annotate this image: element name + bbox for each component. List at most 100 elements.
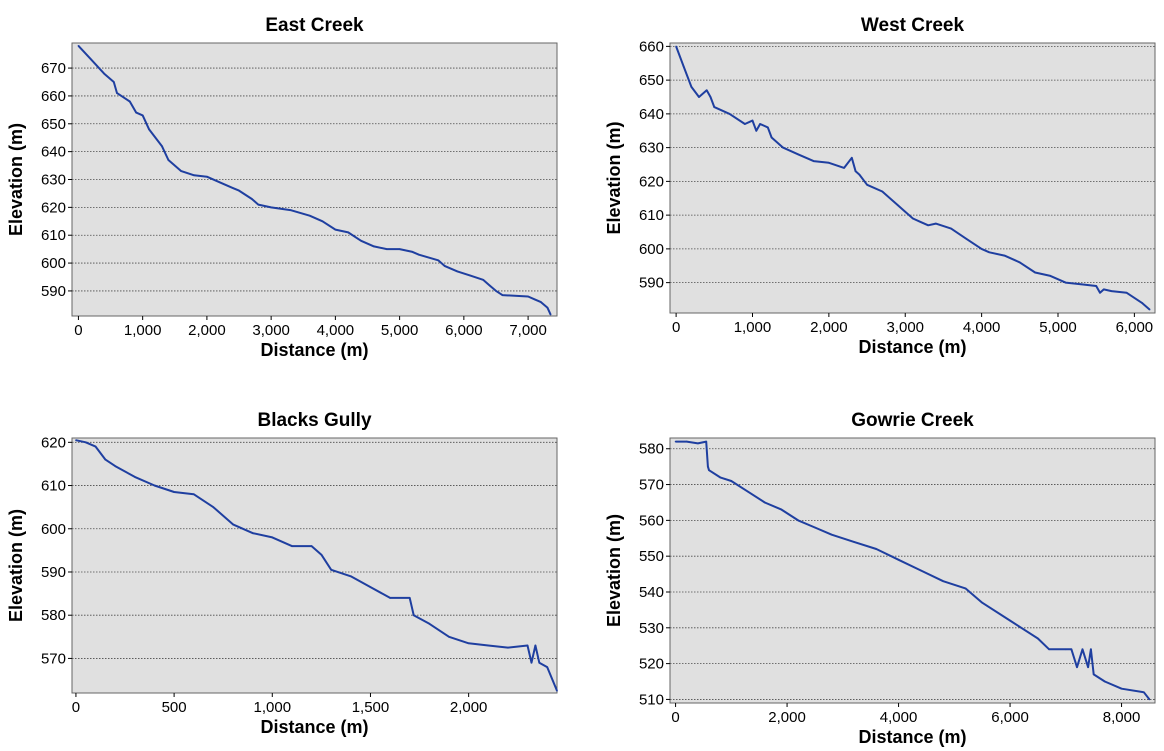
data-point (875, 548, 878, 550)
data-point (1110, 290, 1113, 292)
data-point (173, 491, 175, 493)
x-tick-label: 7,000 (509, 322, 547, 339)
y-tick-label: 520 (639, 656, 664, 673)
x-tick-label: 2,000 (810, 319, 848, 336)
data-point (526, 644, 529, 647)
data-point (850, 156, 853, 159)
data-point (1019, 261, 1021, 264)
data-point (980, 248, 983, 250)
data-point (153, 484, 156, 487)
y-axis-label: Elevation (m) (604, 514, 624, 627)
data-point (546, 306, 549, 309)
data-point (291, 545, 293, 547)
data-point (148, 128, 150, 131)
plot-area (71, 437, 558, 694)
x-tick-label: 6,000 (1116, 319, 1154, 336)
data-point (482, 278, 484, 281)
data-point (1009, 619, 1011, 622)
data-point (456, 270, 459, 273)
elevation-profile-line (77, 45, 552, 316)
data-point (1148, 698, 1151, 701)
data-point (289, 209, 292, 211)
data-point (257, 203, 260, 206)
y-axis-label: Elevation (m) (6, 509, 26, 622)
data-point (1090, 648, 1092, 651)
data-point (1049, 275, 1052, 277)
y-tick-label: 530 (639, 620, 664, 637)
data-point (389, 597, 391, 599)
data-point (487, 644, 490, 647)
data-point (103, 72, 105, 75)
data-point (321, 220, 324, 223)
data-point (206, 175, 208, 178)
data-point (1141, 302, 1143, 304)
x-tick-label: 3,000 (886, 319, 924, 336)
data-point (780, 508, 783, 511)
x-tick-label: 4,000 (317, 322, 355, 339)
data-point (828, 162, 830, 164)
y-tick-label: 650 (639, 72, 664, 89)
data-point (797, 519, 800, 522)
y-tick-label: 670 (41, 60, 66, 77)
y-tick-label: 590 (639, 275, 664, 292)
data-point (763, 501, 766, 504)
data-point (1104, 680, 1106, 683)
data-point (437, 259, 439, 262)
chart-panel-2: West Creek 590 600 610 620 630 640 650 660 0 1,000… (604, 15, 1156, 357)
x-tick-label: 4,000 (880, 709, 918, 726)
data-point (1103, 288, 1105, 291)
data-point (1065, 648, 1067, 651)
data-point (707, 465, 709, 468)
data-point (398, 248, 401, 250)
data-point (251, 532, 254, 534)
data-point (964, 587, 967, 590)
data-point (129, 100, 131, 103)
data-point (501, 294, 504, 296)
y-tick-label: 590 (41, 564, 66, 581)
data-point (141, 114, 144, 117)
plot-area (669, 42, 1156, 314)
data-point (469, 274, 472, 277)
data-point (330, 569, 332, 571)
data-point (94, 445, 97, 448)
data-point (920, 569, 922, 572)
y-tick-label: 510 (639, 691, 664, 708)
x-tick-label: 0 (74, 322, 82, 339)
y-tick-label: 610 (639, 207, 664, 224)
data-point (853, 541, 855, 543)
data-point (1034, 271, 1036, 274)
data-point (705, 440, 708, 443)
data-point (448, 636, 450, 638)
plot-area (71, 42, 558, 317)
data-point (546, 666, 548, 668)
data-point (728, 113, 731, 115)
data-point (385, 248, 388, 250)
y-tick-label: 610 (41, 478, 66, 495)
data-point (467, 642, 470, 645)
data-point (896, 204, 899, 206)
y-tick-label: 570 (639, 477, 664, 494)
data-point (193, 174, 195, 177)
data-point (507, 646, 509, 649)
data-point (698, 96, 700, 98)
data-point (1120, 687, 1123, 690)
data-point (965, 237, 968, 240)
data-point (488, 284, 491, 287)
data-point (897, 558, 900, 561)
data-point (858, 173, 861, 176)
chart-panel-1: East Creek 590 600 610 620 630 640 650 660 670 0 1,… (6, 15, 558, 360)
data-point (116, 92, 118, 94)
data-point (797, 153, 800, 156)
data-point (1143, 691, 1145, 694)
data-point (77, 44, 80, 47)
data-point (112, 81, 115, 83)
data-point (1081, 648, 1084, 651)
data-point (308, 214, 311, 217)
chart-panel-4: Gowrie Creek 510 520 530 540 550 560 570 580 0 2,0… (604, 410, 1156, 747)
data-point (232, 523, 234, 526)
data-point (942, 580, 944, 583)
x-axis-label: Distance (m) (260, 340, 368, 360)
data-point (369, 586, 372, 588)
data-point (1099, 291, 1101, 294)
data-point (231, 187, 234, 189)
